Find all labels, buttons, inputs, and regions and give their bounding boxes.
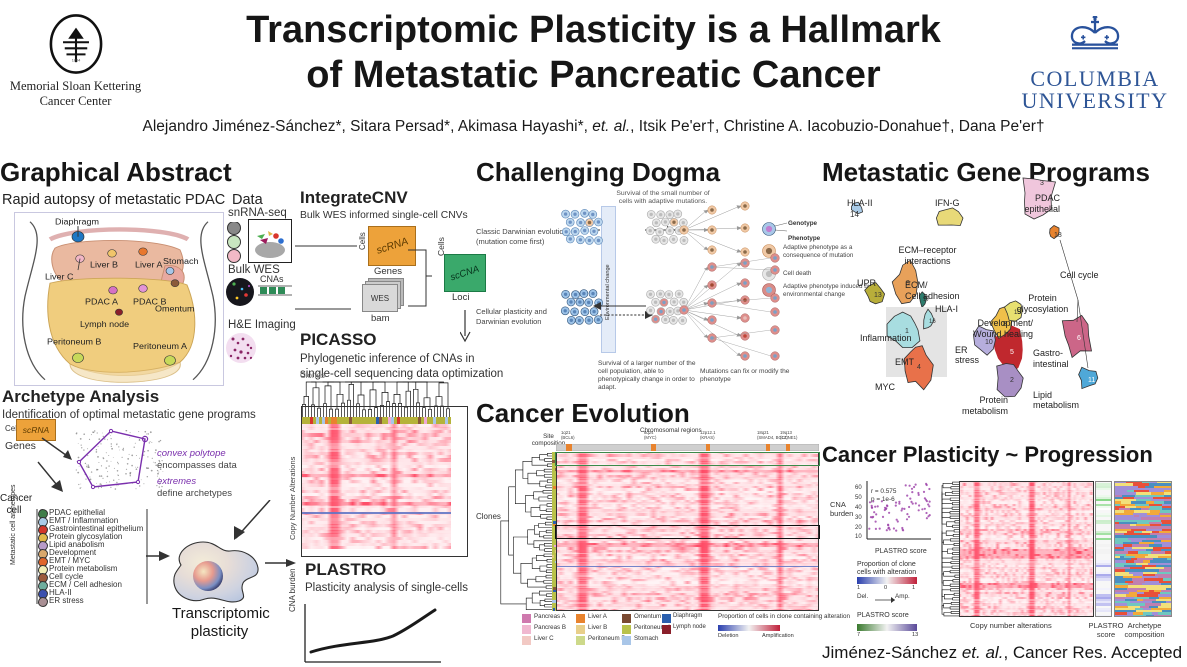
svg-text:2: 2 bbox=[1010, 377, 1014, 384]
svg-text:4: 4 bbox=[917, 364, 921, 371]
svg-text:3: 3 bbox=[1040, 180, 1044, 187]
svg-text:18: 18 bbox=[1054, 232, 1062, 239]
svg-text:6: 6 bbox=[1077, 335, 1081, 342]
svg-text:16: 16 bbox=[929, 319, 936, 325]
svg-text:10: 10 bbox=[855, 534, 862, 540]
svg-text:50: 50 bbox=[855, 495, 862, 501]
svg-text:13: 13 bbox=[874, 292, 882, 299]
svg-text:20: 20 bbox=[855, 525, 862, 531]
svg-text:r = 0.575: r = 0.575 bbox=[871, 488, 897, 495]
svg-text:5: 5 bbox=[1010, 349, 1014, 356]
svg-text:11: 11 bbox=[1088, 377, 1095, 384]
svg-text:p = 1e-6: p = 1e-6 bbox=[871, 496, 895, 503]
svg-text:60: 60 bbox=[855, 485, 862, 491]
svg-text:10: 10 bbox=[985, 339, 993, 346]
svg-text:40: 40 bbox=[855, 505, 862, 511]
svg-text:30: 30 bbox=[855, 515, 862, 521]
